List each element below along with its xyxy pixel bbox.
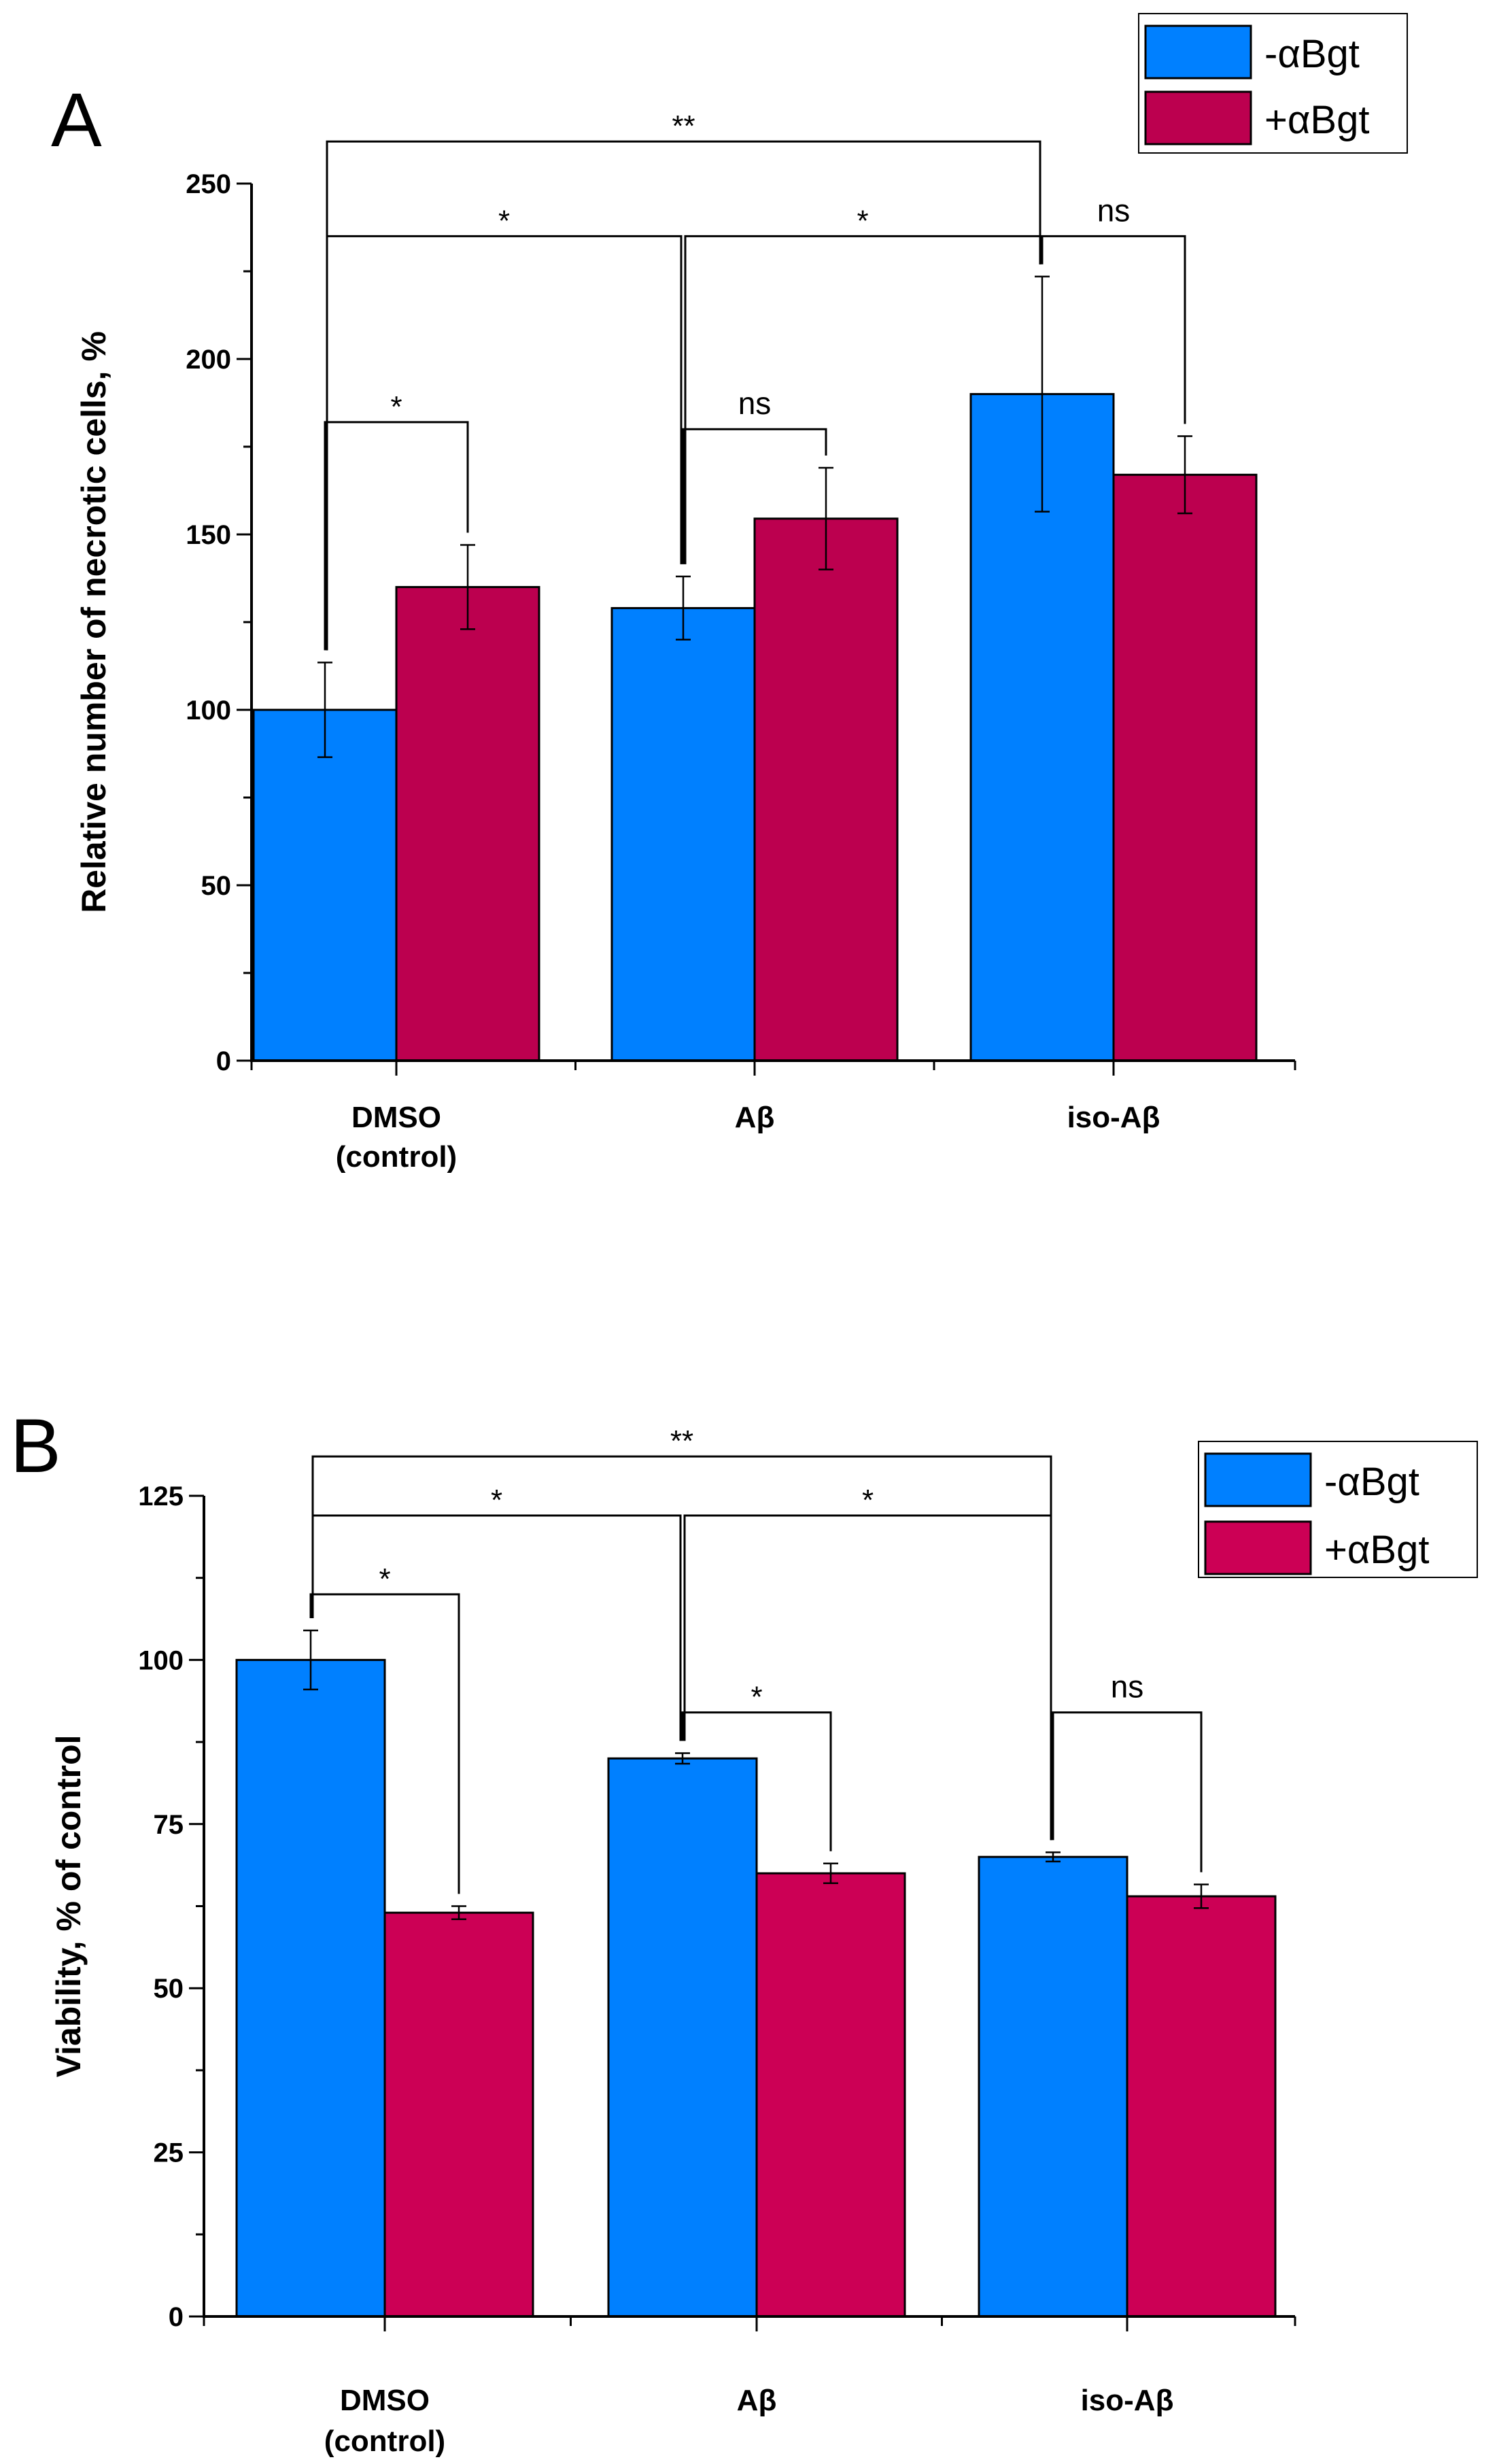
significance-label: ns [1097,192,1131,228]
legend-swatch [1144,90,1252,146]
bar [755,1872,906,2318]
y-tick-label: 150 [186,520,231,550]
legend-label: +αBgt [1264,98,1369,142]
legend-swatch [1144,24,1252,80]
bar [753,517,899,1062]
significance-label: * [751,1681,762,1714]
y-tick-label: 50 [201,871,232,901]
y-tick-label: 0 [169,2302,184,2332]
legend-label: -αBgt [1324,1460,1419,1504]
y-axis-label: Viability, % of control [50,1735,88,2078]
significance-label: * [857,204,868,237]
significance-bracket [682,428,827,564]
chart-panel-A: A 0 50 100 150 200 250 DMSO (control) Aβ iso-Aβ Rel… [51,13,1408,1174]
x-tick-label: (control) [324,2425,445,2458]
x-tick-label: Aβ [737,2384,777,2417]
x-tick-label: (control) [336,1140,457,1174]
significance-label: * [862,1484,874,1517]
y-tick-label: 100 [186,696,231,725]
significance-label: * [498,204,510,237]
legend-label: +αBgt [1324,1528,1429,1572]
bar [1126,1895,1277,2318]
significance-bracket [326,140,1041,651]
y-tick-label: 250 [186,169,231,199]
legend-label: -αBgt [1264,32,1360,76]
significance-label: ** [670,1424,693,1458]
panel-label: A [51,78,102,162]
chart-panel-B: B 0 25 50 75 100 125 DMSO (control) Aβ iso-Aβ Viabi… [10,1403,1478,2458]
y-tick-label: 200 [186,345,231,375]
x-tick-label: DMSO [351,1101,441,1134]
y-axis-label: Relative number of necrotic cells, % [75,331,113,913]
significance-bracket [1052,1711,1203,1872]
significance-label: * [379,1562,390,1596]
y-tick-label: 25 [154,2138,184,2168]
legend-swatch [1204,1520,1312,1575]
x-tick-label: iso-Aβ [1067,1101,1160,1134]
significance-label: * [390,390,402,424]
bar [252,708,398,1062]
bar [978,1855,1128,2318]
bar [1112,473,1258,1062]
bar [610,606,756,1062]
significance-label: ** [672,109,695,143]
significance-label: ns [738,386,772,421]
significance-bracket [311,1514,682,1741]
significance-bracket [326,235,683,651]
legend-swatch [1204,1452,1312,1507]
y-tick-label: 125 [138,1482,184,1511]
x-tick-label: iso-Aβ [1081,2384,1174,2417]
y-tick-label: 50 [154,1974,184,2004]
bar [235,1658,386,2318]
significance-bracket [309,1593,460,1894]
bar [383,1911,534,2318]
significance-bracket [683,1514,1052,1841]
y-tick-label: 100 [138,1645,184,1675]
y-tick-label: 75 [154,1810,184,1840]
panel-label: B [10,1403,61,1488]
bar [395,585,540,1062]
significance-bracket [324,421,469,651]
y-tick-label: 0 [216,1046,231,1076]
bar [607,1757,758,2318]
significance-bracket [681,1711,832,1851]
significance-bracket [1041,235,1186,424]
x-tick-label: DMSO [340,2384,430,2417]
x-tick-label: Aβ [735,1101,775,1134]
significance-label: ns [1111,1669,1144,1705]
significance-label: * [491,1484,502,1517]
significance-bracket [684,235,1041,564]
